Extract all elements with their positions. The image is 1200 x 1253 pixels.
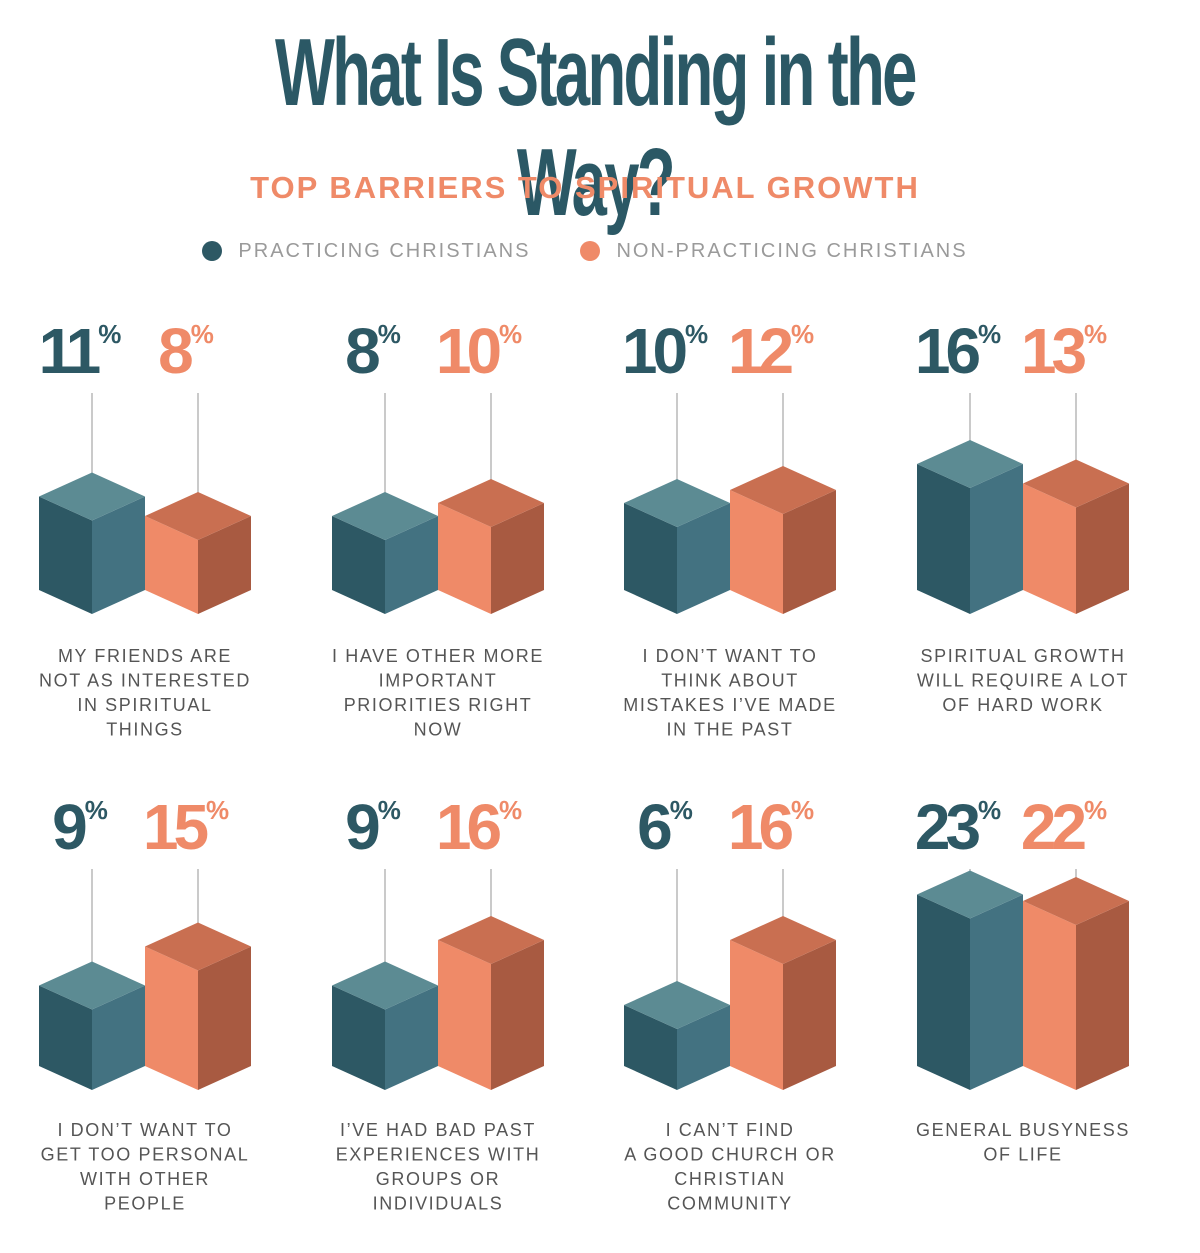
value-label-non-practicing-4: 13% xyxy=(1021,315,1107,387)
bar-front-practicing-6 xyxy=(332,985,385,1090)
bar-top-practicing-6 xyxy=(332,961,438,1010)
category-label-1: MY FRIENDS ARE NOT AS INTERESTED IN SPIRIT… xyxy=(39,646,251,740)
category-label-6: I’VE HAD BAD PAST EXPERIENCES WITH GROUPS … xyxy=(336,1120,541,1214)
legend-label-practicing: PRACTICING CHRISTIANS xyxy=(238,239,531,262)
legend-dot-practicing xyxy=(202,241,223,261)
chart-title: What Is Standing in the Way? xyxy=(275,19,917,236)
value-label-non-practicing-8: 22% xyxy=(1021,791,1107,863)
legend: PRACTICING CHRISTIANS NON-PRACTICING CHR… xyxy=(0,236,1170,266)
legend-item-practicing: PRACTICING CHRISTIANS xyxy=(202,240,530,263)
bar-side-non-practicing-5 xyxy=(198,946,251,1090)
bar-top-non-practicing-5 xyxy=(145,922,251,971)
bar-top-non-practicing-3 xyxy=(730,466,836,514)
bar-side-practicing-3 xyxy=(677,503,730,614)
bar-side-practicing-8 xyxy=(970,894,1023,1090)
bar-front-practicing-7 xyxy=(624,1005,677,1090)
bar-front-practicing-5 xyxy=(39,985,92,1090)
bar-top-non-practicing-7 xyxy=(730,916,836,964)
category-label-3: I DON’T WANT TO THINK ABOUT MISTAKES I’VE … xyxy=(623,646,837,740)
bar-front-practicing-1 xyxy=(39,496,92,614)
value-label-non-practicing-6: 16% xyxy=(436,791,522,863)
bar-front-non-practicing-7 xyxy=(730,940,783,1090)
bar-side-practicing-2 xyxy=(385,516,438,614)
value-label-practicing-6: 9% xyxy=(345,791,401,863)
bar-side-practicing-7 xyxy=(677,1005,730,1090)
value-label-practicing-1: 11% xyxy=(39,315,122,387)
bar-top-non-practicing-1 xyxy=(145,492,251,540)
bar-front-non-practicing-3 xyxy=(730,490,783,614)
value-label-non-practicing-7: 16% xyxy=(728,791,814,863)
bar-top-practicing-3 xyxy=(624,479,730,527)
bar-top-practicing-8 xyxy=(917,870,1023,919)
bar-top-practicing-4 xyxy=(917,440,1023,488)
bar-front-non-practicing-5 xyxy=(145,946,198,1090)
bar-top-practicing-2 xyxy=(332,492,438,540)
bar-side-practicing-5 xyxy=(92,985,145,1090)
bar-side-non-practicing-2 xyxy=(491,503,544,614)
value-label-non-practicing-5: 15% xyxy=(143,791,229,863)
category-label-2: I HAVE OTHER MORE IMPORTANT PRIORITIES RIG… xyxy=(332,646,544,740)
value-label-non-practicing-1: 8% xyxy=(158,315,214,387)
bar-side-non-practicing-3 xyxy=(783,490,836,614)
value-label-non-practicing-2: 10% xyxy=(436,315,522,387)
bar-top-non-practicing-4 xyxy=(1023,459,1129,508)
chart-subtitle: TOP BARRIERS TO SPIRITUAL GROWTH xyxy=(250,170,920,205)
category-label-8: GENERAL BUSYNESS OF LIFE xyxy=(916,1120,1130,1165)
bar-front-non-practicing-4 xyxy=(1023,483,1076,614)
bar-side-practicing-4 xyxy=(970,464,1023,614)
bar-side-non-practicing-4 xyxy=(1076,483,1129,614)
value-label-practicing-5: 9% xyxy=(52,791,108,863)
value-label-non-practicing-3: 12% xyxy=(728,315,814,387)
bar-side-non-practicing-8 xyxy=(1076,901,1129,1090)
bar-side-non-practicing-6 xyxy=(491,940,544,1090)
bar-top-non-practicing-8 xyxy=(1023,877,1129,925)
bar-front-practicing-4 xyxy=(917,464,970,614)
bar-front-practicing-3 xyxy=(624,503,677,614)
value-label-practicing-2: 8% xyxy=(345,315,401,387)
value-label-practicing-7: 6% xyxy=(637,791,693,863)
bar-top-practicing-1 xyxy=(39,472,145,521)
bar-front-non-practicing-1 xyxy=(145,516,198,614)
bar-top-non-practicing-6 xyxy=(438,916,544,964)
bar-front-non-practicing-2 xyxy=(438,503,491,614)
bar-top-practicing-5 xyxy=(39,961,145,1010)
bar-top-practicing-7 xyxy=(624,981,730,1029)
legend-item-non-practicing: NON-PRACTICING CHRISTIANS xyxy=(580,240,967,263)
bar-side-practicing-1 xyxy=(92,496,145,614)
value-label-practicing-3: 10% xyxy=(622,315,708,387)
bar-front-non-practicing-6 xyxy=(438,940,491,1090)
bar-side-non-practicing-7 xyxy=(783,940,836,1090)
legend-dot-non-practicing xyxy=(580,241,601,261)
bar-front-non-practicing-8 xyxy=(1023,901,1076,1090)
value-label-practicing-4: 16% xyxy=(915,315,1001,387)
bar-top-non-practicing-2 xyxy=(438,479,544,527)
value-label-practicing-8: 23% xyxy=(915,791,1001,863)
bar-front-practicing-2 xyxy=(332,516,385,614)
bar-side-practicing-6 xyxy=(385,985,438,1090)
category-label-4: SPIRITUAL GROWTH WILL REQUIRE A LOT OF HAR… xyxy=(917,646,1129,715)
legend-label-non-practicing: NON-PRACTICING CHRISTIANS xyxy=(616,239,968,262)
category-label-7: I CAN’T FIND A GOOD CHURCH OR CHRISTIAN COM… xyxy=(624,1120,836,1214)
category-label-5: I DON’T WANT TO GET TOO PERSONAL WITH OTHE… xyxy=(41,1120,250,1214)
bar-front-practicing-8 xyxy=(917,894,970,1090)
bar-side-non-practicing-1 xyxy=(198,516,251,614)
